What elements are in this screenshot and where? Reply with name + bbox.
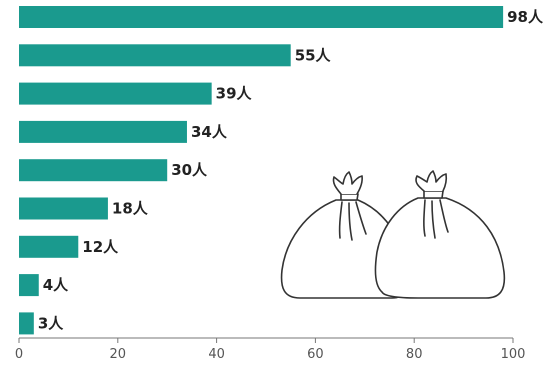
bar: [19, 235, 79, 258]
bar: [19, 197, 108, 220]
garbage-bags-icon: [280, 170, 506, 299]
bar-labels-group: 98人 55人 39人 34人 30人 18人 12人 4人 3人: [38, 8, 543, 332]
x-tick-label: 60: [307, 347, 324, 362]
bar-value-label: 34人: [191, 123, 228, 141]
bar: [19, 44, 291, 67]
bar-value-label: 4人: [43, 276, 69, 294]
bar: [19, 312, 34, 335]
bar: [19, 6, 504, 28]
bars-group: [19, 6, 504, 335]
bar: [19, 82, 212, 105]
x-tick-label: 100: [501, 347, 526, 362]
x-tick-label: 20: [110, 347, 127, 362]
bar-value-label: 3人: [38, 314, 64, 332]
x-tick-label: 40: [208, 347, 225, 362]
bar: [19, 274, 39, 297]
bar-value-label: 30人: [171, 161, 208, 179]
bar-value-label: 12人: [82, 238, 119, 256]
bar-value-label: 18人: [112, 200, 149, 218]
bar: [19, 120, 187, 143]
bar-value-label: 55人: [295, 46, 332, 64]
x-tick-label: 80: [406, 347, 423, 362]
bar-value-label: 39人: [216, 85, 253, 103]
x-tick-label: 0: [15, 347, 23, 362]
bar-value-label: 98人: [507, 8, 543, 26]
bar: [19, 159, 168, 182]
x-axis-ticks: 0 20 40 60 80 100: [15, 338, 526, 362]
